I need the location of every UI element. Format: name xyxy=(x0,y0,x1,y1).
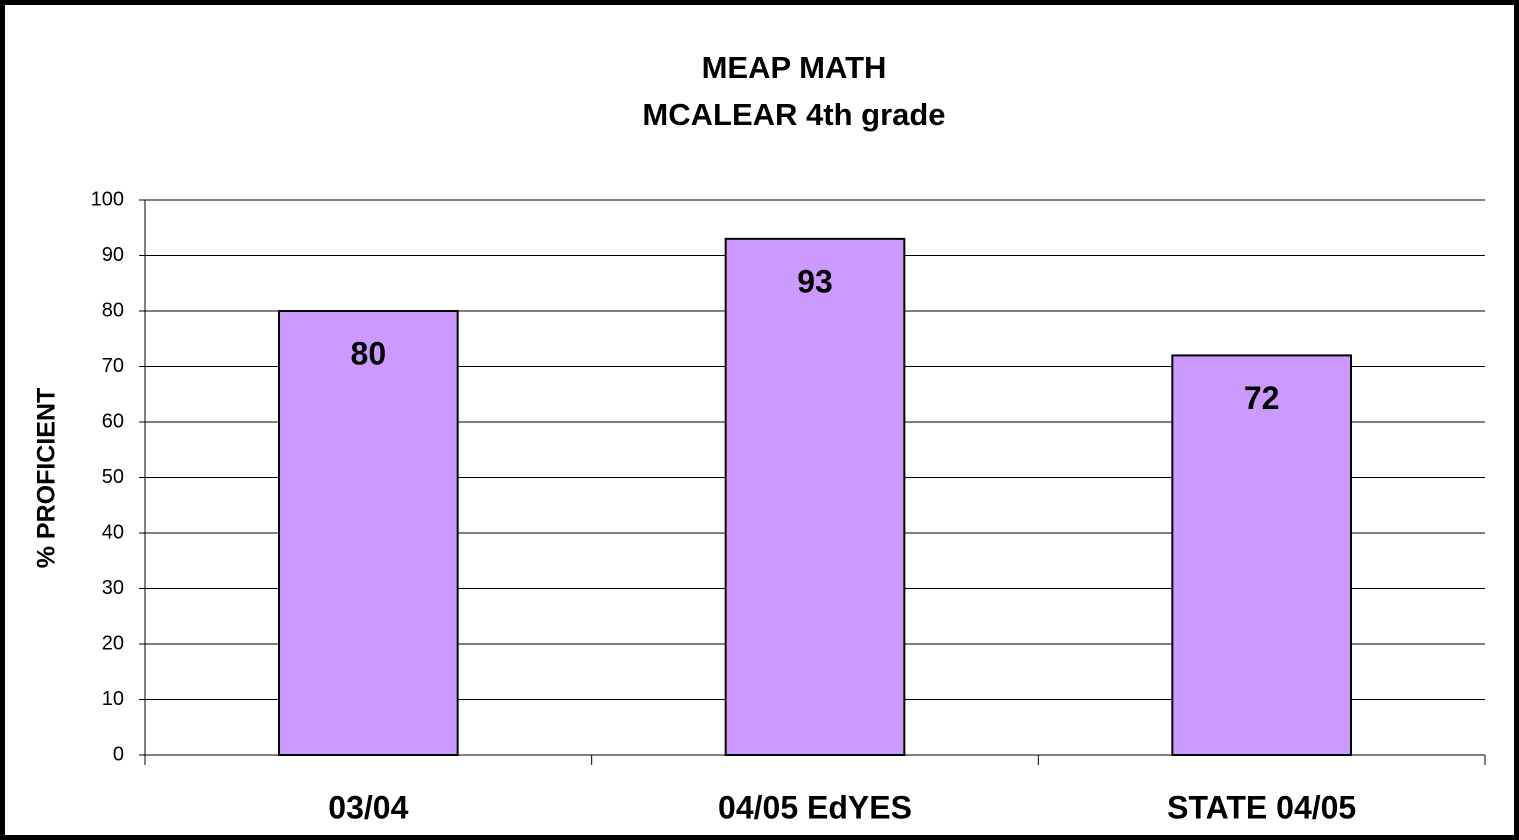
y-tick-label: 40 xyxy=(102,521,124,543)
y-tick-label: 10 xyxy=(102,688,124,710)
y-tick-label: 0 xyxy=(113,743,124,765)
y-tick-label: 60 xyxy=(102,410,124,432)
chart-subtitle: MCALEAR 4th grade xyxy=(642,97,945,132)
y-tick-label: 90 xyxy=(102,244,124,266)
y-tick-label: 70 xyxy=(102,355,124,377)
bar xyxy=(724,237,906,757)
x-tick-label: STATE 04/05 xyxy=(1167,789,1356,825)
x-tick-label: 04/05 EdYES xyxy=(718,789,912,825)
y-tick-label: 100 xyxy=(91,188,124,210)
y-tick-label: 20 xyxy=(102,632,124,654)
bar xyxy=(1171,354,1353,756)
x-tick-label: 03/04 xyxy=(328,789,408,825)
y-axis-label: % PROFICIENT xyxy=(33,388,61,569)
data-label: 93 xyxy=(797,263,833,299)
y-tick-label: 30 xyxy=(102,577,124,599)
y-tick-label: 80 xyxy=(102,299,124,321)
y-tick-label: 50 xyxy=(102,466,124,488)
data-label: 72 xyxy=(1244,380,1280,416)
data-label: 80 xyxy=(351,335,387,371)
chart-title: MEAP MATH xyxy=(702,50,887,85)
bar xyxy=(278,310,459,756)
